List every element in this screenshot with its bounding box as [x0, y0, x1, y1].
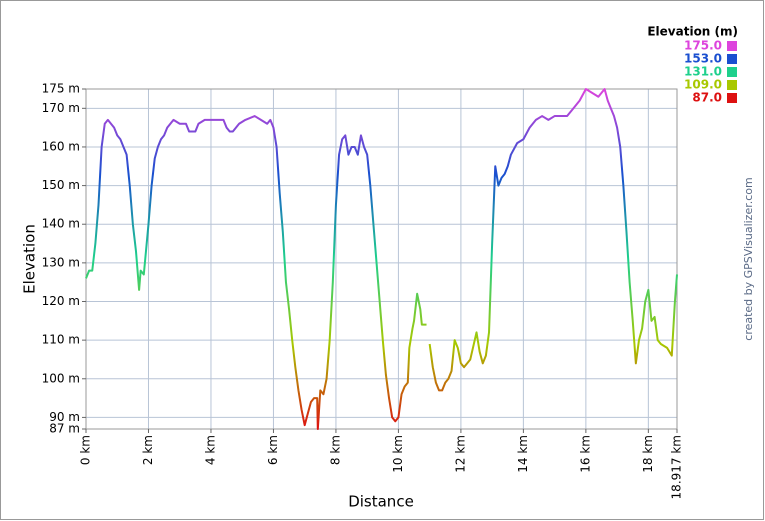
- y-tick-label: 110 m: [42, 333, 80, 347]
- x-tick-label: 2 km: [141, 435, 155, 465]
- legend-title: Elevation (m): [647, 25, 738, 39]
- x-tick-label: 10 km: [391, 435, 405, 473]
- y-tick-label: 140 m: [42, 217, 80, 231]
- legend-swatch: [727, 67, 737, 77]
- legend-swatch: [727, 41, 737, 51]
- x-tick-label: 18.917 km: [670, 435, 684, 499]
- legend-label: 131.0: [684, 65, 722, 79]
- x-tick-label: 16 km: [578, 435, 592, 473]
- x-tick-label: 8 km: [328, 435, 342, 465]
- x-tick-label: 4 km: [203, 435, 217, 465]
- legend-swatch: [727, 93, 737, 103]
- x-tick-label: 14 km: [516, 435, 530, 473]
- credit: created by GPSVisualizer.com: [742, 177, 755, 340]
- y-tick-label: 90 m: [49, 410, 80, 424]
- y-tick-label: 100 m: [42, 371, 80, 385]
- legend-swatch: [727, 54, 737, 64]
- legend-swatch: [727, 80, 737, 90]
- y-tick-label: 170 m: [42, 101, 80, 115]
- x-tick-label: 18 km: [641, 435, 655, 473]
- x-tick-label: 0 km: [79, 435, 93, 465]
- y-tick-label: 130 m: [42, 255, 80, 269]
- y-tick-label: 87 m: [49, 422, 80, 436]
- y-axis-title: Elevation: [21, 224, 39, 294]
- x-tick-label: 6 km: [266, 435, 280, 465]
- x-axis-title: Distance: [348, 493, 414, 511]
- legend-label: 175.0: [684, 39, 722, 53]
- plot-border: [85, 88, 678, 430]
- legend-label: 87.0: [692, 91, 722, 105]
- y-tick-label: 150 m: [42, 178, 80, 192]
- y-tick-label: 175 m: [42, 82, 80, 96]
- legend-label: 153.0: [684, 52, 722, 66]
- x-tick-label: 12 km: [453, 435, 467, 473]
- y-tick-label: 160 m: [42, 139, 80, 153]
- legend-label: 109.0: [684, 78, 722, 92]
- elevation-line: [85, 88, 678, 430]
- y-tick-label: 120 m: [42, 294, 80, 308]
